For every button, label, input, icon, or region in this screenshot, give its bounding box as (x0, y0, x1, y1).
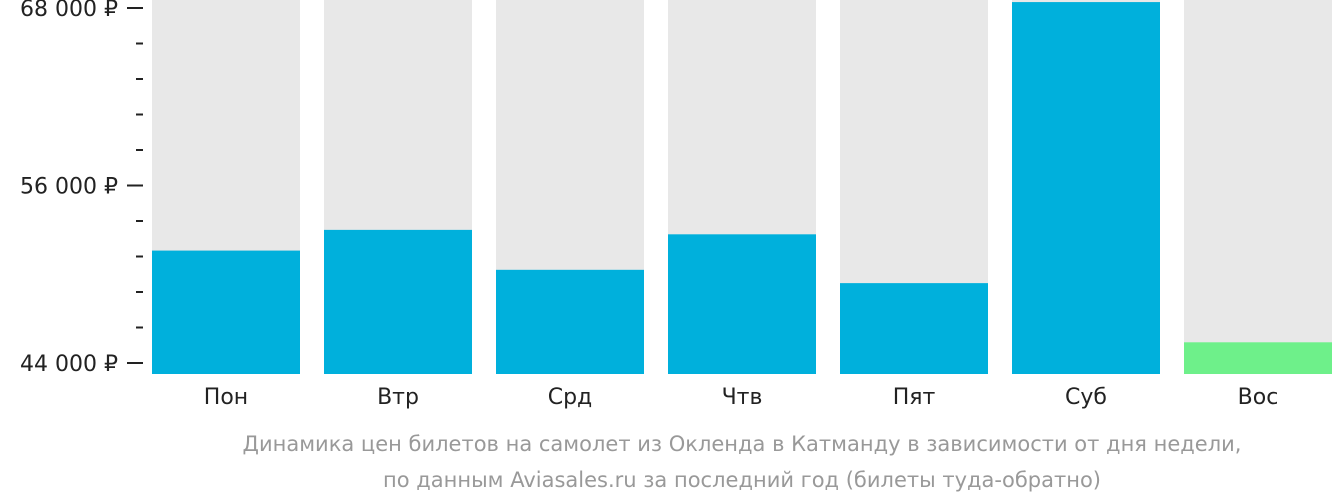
x-category-label: Суб (1065, 385, 1107, 410)
chart-caption-line-2: по данным Aviasales.ru за последний год … (383, 468, 1101, 492)
bar-1[interactable] (152, 250, 300, 374)
x-category-label: Пон (204, 385, 248, 410)
bar-2[interactable] (324, 229, 472, 374)
bar-7[interactable] (1184, 342, 1332, 374)
x-axis-labels: Пон Втр Срд Чтв Пят Суб Вос (204, 385, 1279, 410)
y-tick-label: 44 000 ₽ (20, 352, 118, 377)
x-category-label: Втр (377, 385, 419, 410)
bars (152, 0, 1332, 374)
bar-6[interactable] (1012, 2, 1160, 374)
y-tick-label: 68 000 ₽ (20, 0, 118, 22)
x-category-label: Срд (548, 385, 593, 410)
bar-4[interactable] (668, 234, 816, 374)
y-tick-label: 56 000 ₽ (20, 175, 118, 200)
x-category-label: Вос (1238, 385, 1279, 410)
x-category-label: Чтв (722, 385, 763, 410)
bar-background (1184, 0, 1332, 374)
bar-3[interactable] (496, 269, 644, 374)
bar-5[interactable] (840, 283, 988, 374)
chart-caption-line-1: Динамика цен билетов на самолет из Оклен… (242, 432, 1242, 456)
y-axis: 44 000 ₽ 56 000 ₽ 68 000 ₽ (20, 0, 143, 377)
x-category-label: Пят (893, 385, 936, 410)
price-by-weekday-chart: 44 000 ₽ 56 000 ₽ 68 000 ₽ Пон Втр Срд Чтв Пят… (20, 0, 1332, 410)
